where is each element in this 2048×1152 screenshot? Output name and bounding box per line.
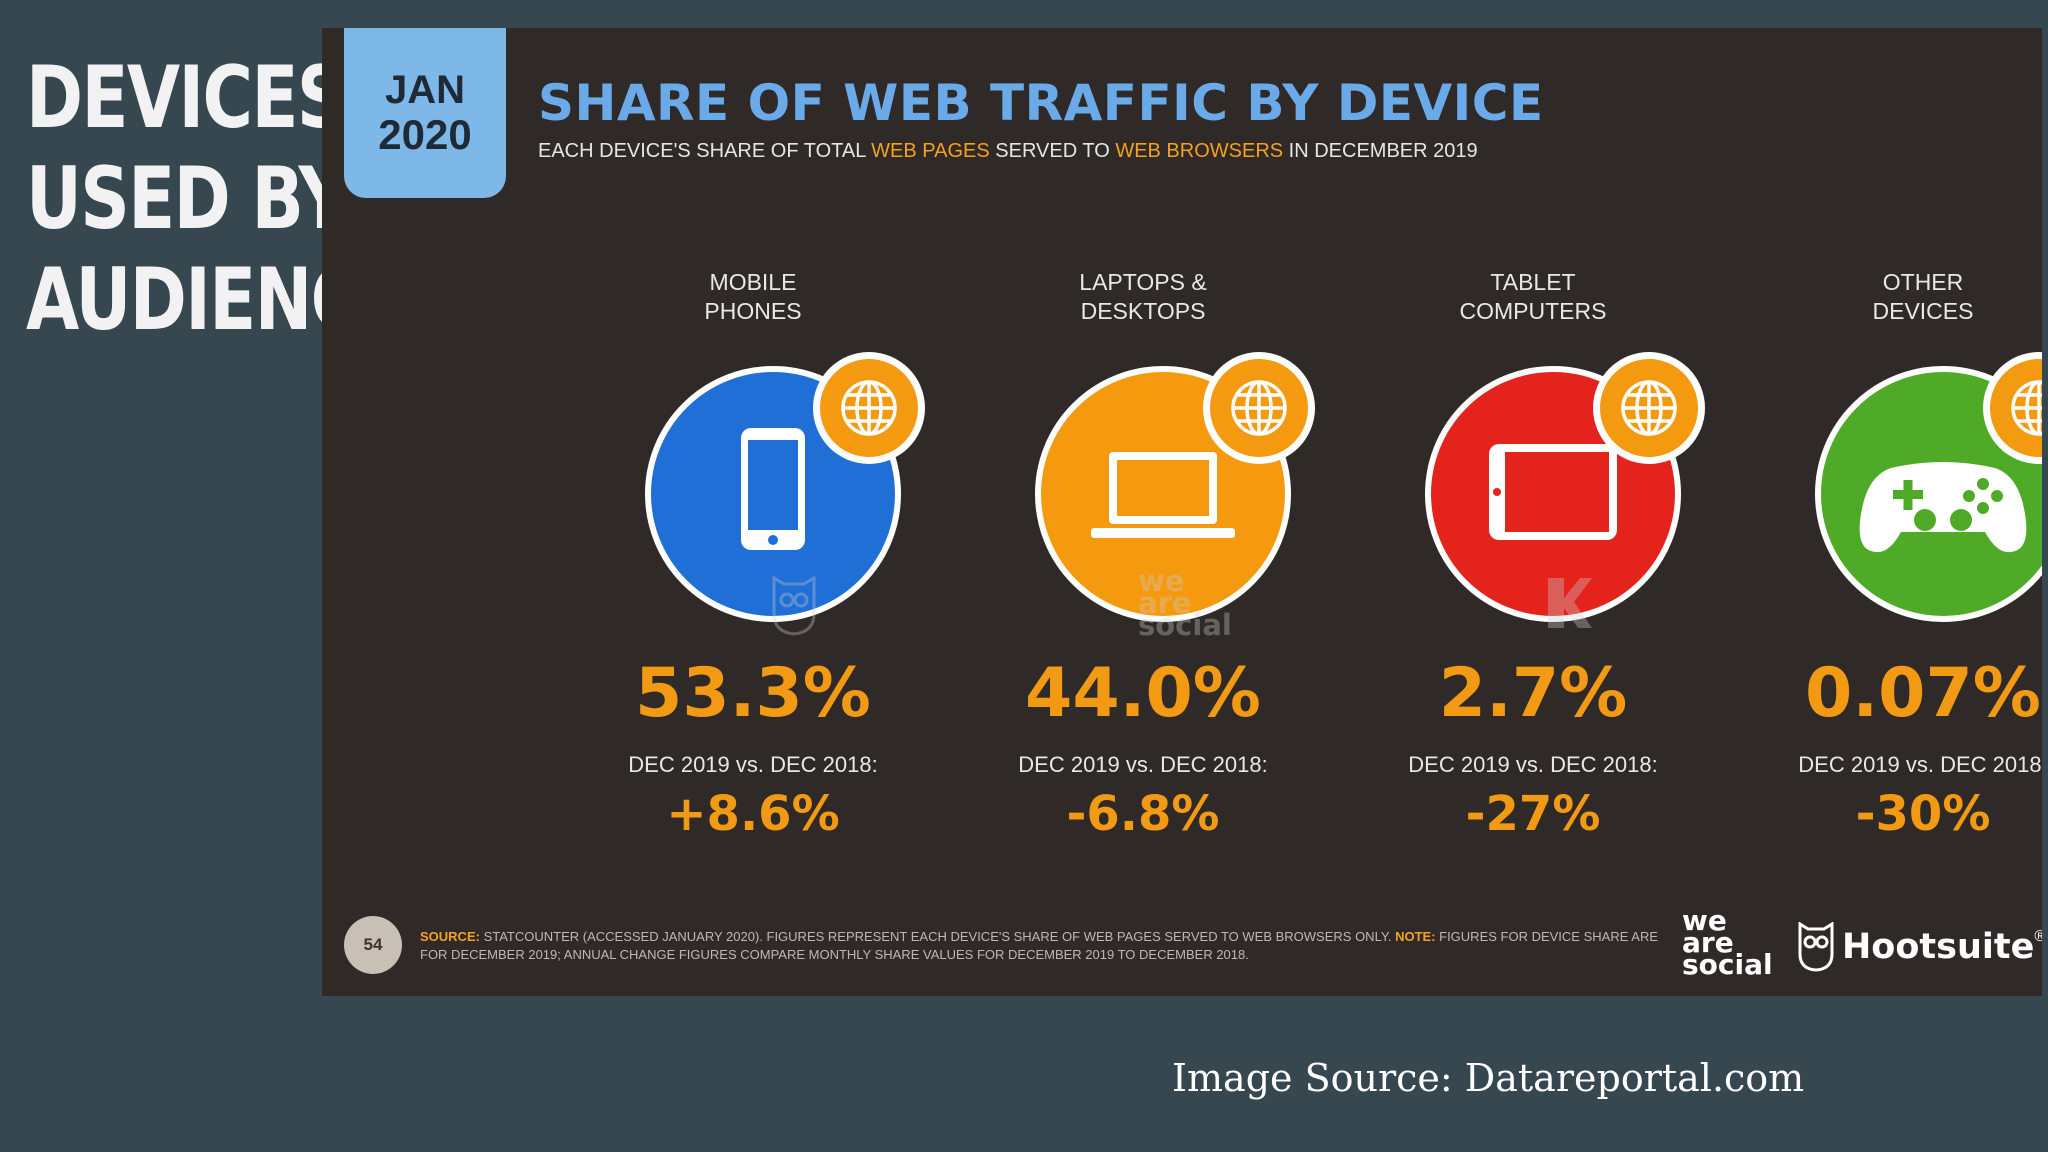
comparison-label: DEC 2019 vs. DEC 2018: [1798, 752, 2042, 777]
tablet-icon [1489, 444, 1617, 540]
device-label-line: TABLET [1490, 269, 1576, 295]
globe-badge [1593, 352, 1705, 464]
subhead-highlight: WEB BROWSERS [1115, 140, 1284, 162]
we-are-social-logo: we are social [1682, 904, 1773, 981]
hootsuite-logo: Hootsuite ® [1798, 922, 2042, 972]
watermark-line: are [1138, 586, 1192, 620]
source-note: SOURCE: STATCOUNTER (ACCESSED JANUARY 20… [420, 928, 1670, 964]
slide-title-line: DEVICES [26, 48, 346, 148]
globe-icon [841, 380, 897, 436]
globe-icon [1621, 380, 1677, 436]
brand-line: are [1682, 926, 1734, 959]
mobile-phone-icon [741, 428, 805, 550]
device-label: MOBILE PHONES [588, 268, 918, 330]
device-label: OTHER DEVICES [1758, 268, 2042, 330]
hootsuite-owl-icon [1798, 922, 1834, 972]
hootsuite-owl-watermark-icon [772, 575, 816, 636]
date-month: JAN [384, 68, 466, 112]
brand-line: we [1682, 904, 1727, 937]
device-label-line: DESKTOPS [1080, 298, 1206, 324]
globe-icon [1231, 380, 1287, 436]
device-card-mobile: MOBILE PHONES [588, 268, 925, 844]
device-circle [1425, 366, 1681, 622]
change-value: -27% [1465, 786, 1601, 842]
device-card-other: OTHER DEVICES [1758, 268, 2042, 844]
globe-badge [813, 352, 925, 464]
device-label: LAPTOPS & DESKTOPS [978, 268, 1308, 330]
device-label-line: OTHER [1882, 269, 1964, 295]
device-icon-group [1368, 344, 1705, 634]
device-card-laptops: LAPTOPS & DESKTOPS [978, 268, 1315, 844]
infographic-headline: SHARE OF WEB TRAFFIC BY DEVICE [538, 74, 1544, 132]
change-value: -6.8% [1066, 786, 1220, 842]
share-value: 53.3% [635, 654, 871, 733]
device-label-line: LAPTOPS & [1079, 269, 1207, 295]
note-label: NOTE: [1395, 929, 1436, 944]
page-number-badge: 54 [344, 916, 402, 974]
source-label: SOURCE: [420, 929, 480, 944]
subhead-text: EACH DEVICE'S SHARE OF TOTAL [538, 140, 872, 162]
change-value: +8.6% [666, 786, 840, 842]
source-text: STATCOUNTER (ACCESSED JANUARY 2020). FIG… [479, 929, 1396, 944]
device-card-tablets: TABLET COMPUTERS [1368, 268, 1705, 844]
device-icon-group [1758, 344, 2042, 634]
brand-line: social [1682, 948, 1773, 981]
comparison-label: DEC 2019 vs. DEC 2018: [1408, 752, 1658, 777]
date-year: 2020 [378, 111, 472, 158]
share-value: 2.7% [1438, 654, 1628, 733]
infographic-panel: JAN 2020 SHARE OF WEB TRAFFIC BY DEVICE … [322, 28, 2042, 996]
subhead-text: IN DECEMBER 2019 [1283, 140, 1478, 162]
hootsuite-wordmark: Hootsuite [1842, 927, 2035, 967]
device-label-line: DEVICES [1872, 298, 1974, 324]
globe-icon [2011, 380, 2042, 436]
device-label: TABLET COMPUTERS [1368, 268, 1698, 330]
device-icon-group [588, 344, 925, 634]
kepios-watermark-icon [1548, 578, 1592, 628]
comparison-label: DEC 2019 vs. DEC 2018: [1018, 752, 1268, 777]
share-value: 0.07% [1805, 654, 2041, 733]
watermark-line: we [1138, 564, 1185, 598]
device-label-line: MOBILE [709, 269, 797, 295]
watermark-line: social [1138, 608, 1232, 642]
we-are-social-watermark: we are social [1138, 564, 1232, 642]
date-badge: JAN 2020 [344, 28, 506, 198]
subhead-highlight: WEB PAGES [871, 140, 990, 162]
comparison-label: DEC 2019 vs. DEC 2018: [628, 752, 878, 777]
image-source-caption: Image Source: Datareportal.com [1172, 1056, 1805, 1100]
note-text: FIGURES FOR DEVICE SHARE ARE FOR DECEMBE… [420, 929, 1659, 962]
share-value: 44.0% [1025, 654, 1261, 733]
laptop-icon [1091, 452, 1235, 538]
device-label-line: PHONES [704, 298, 802, 324]
globe-badge [1203, 352, 1315, 464]
globe-badge [1983, 352, 2042, 464]
infographic-subhead: EACH DEVICE'S SHARE OF TOTAL WEB PAGES S… [538, 140, 1478, 163]
device-label-line: COMPUTERS [1459, 298, 1607, 324]
slide-title-line: USED BY [26, 149, 348, 249]
gamepad-icon [1859, 462, 2027, 553]
device-icon-group [978, 344, 1315, 634]
change-value: -30% [1855, 786, 1991, 842]
subhead-text: SERVED TO [989, 140, 1116, 162]
trademark-symbol: ® [2034, 928, 2042, 945]
